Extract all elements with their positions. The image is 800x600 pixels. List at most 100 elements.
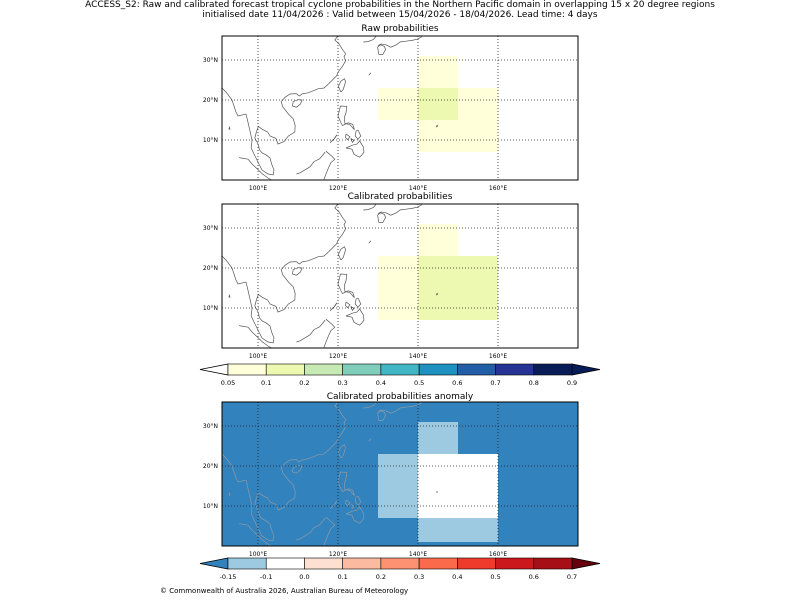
anom-colorbar-tick-label: -0.15: [220, 573, 237, 581]
prob-colorbar-swatch: [495, 363, 535, 376]
probability-cell: [378, 454, 418, 518]
prob-colorbar-tick-label: 0.8: [529, 379, 539, 387]
coastline: [338, 246, 346, 261]
coastline: [239, 523, 272, 546]
lat-tick-label: 20°N: [203, 265, 218, 272]
coastline: [354, 129, 362, 140]
probability-cell: [378, 88, 418, 120]
coastline: [377, 36, 422, 48]
anom-colorbar-tick-label: 0.7: [567, 573, 577, 581]
colorbar-anomaly: -0.15 -0.1 0.0 0.1 0.2 0.3 0.4 0.5 0.6 0.7: [199, 557, 601, 581]
coastline: [222, 402, 347, 542]
lat-tick-label: 10°N: [203, 503, 218, 510]
coastline: [292, 99, 303, 108]
prob-colorbar-swatch: [380, 363, 420, 376]
prob-colorbar-tick-label: 0.6: [452, 379, 462, 387]
prob-colorbar-tick-label: 0.05: [221, 379, 235, 387]
coastline: [222, 204, 347, 344]
coastline: [329, 500, 338, 510]
panel-title-calibrated: Calibrated probabilities: [347, 192, 453, 202]
prob-colorbar-tick-label: 0.5: [414, 379, 424, 387]
prob-colorbar-tick-label: 0.1: [261, 379, 271, 387]
anom-colorbar-swatch: [227, 557, 267, 570]
coastline: [228, 293, 231, 299]
coastline: [354, 495, 362, 506]
coastline: [296, 517, 326, 541]
coastline: [377, 212, 386, 223]
coastline: [329, 302, 338, 312]
lon-tick-label: 160°E: [489, 353, 507, 360]
anom-colorbar-over-arrow: [571, 557, 601, 570]
coastline: [363, 36, 377, 43]
prob-colorbar-tick-label: 0.7: [490, 379, 500, 387]
coastline: [363, 204, 377, 211]
figure-title: ACCESS_S2: Raw and calibrated forecast t…: [85, 0, 715, 10]
lat-tick-label: 30°N: [203, 423, 218, 430]
colorbar-probabilities: 0.05 0.1 0.2 0.3 0.4 0.5 0.6 0.7 0.8 0.9: [199, 363, 601, 387]
map-panel-raw: 100°E 120°E 140°E 160°E 30°N 20°N 10°N: [203, 35, 579, 192]
coastline: [345, 133, 351, 141]
probability-cell: [458, 88, 498, 120]
coastline: [239, 325, 272, 348]
lon-tick-label: 140°E: [409, 353, 427, 360]
coastline: [337, 273, 355, 298]
anom-colorbar-swatch: [380, 557, 420, 570]
coastline: [228, 491, 231, 497]
panel-title-anomaly: Calibrated probabilities anomaly: [326, 392, 474, 402]
probability-cell: [418, 88, 458, 120]
lon-tick-label: 120°E: [329, 185, 347, 192]
coastline: [377, 410, 386, 421]
prob-colorbar-under-arrow: [199, 363, 229, 376]
anom-colorbar-tick-label: 0.0: [299, 573, 309, 581]
coastline: [338, 78, 346, 93]
coastline: [345, 499, 351, 507]
coastline: [323, 516, 336, 546]
prob-colorbar-tick-label: 0.4: [376, 379, 386, 387]
lon-tick-label: 100°E: [249, 185, 267, 192]
coastline: [239, 157, 272, 180]
coastline: [435, 491, 439, 494]
lat-tick-label: 20°N: [203, 97, 218, 104]
coastline: [354, 297, 362, 308]
anom-colorbar-swatch: [457, 557, 496, 570]
copyright-credit: © Commonwealth of Australia 2026, Austra…: [160, 587, 409, 595]
probability-cell: [418, 518, 498, 542]
anom-colorbar-tick-label: 0.2: [376, 573, 386, 581]
coastline: [345, 506, 365, 524]
lat-tick-label: 20°N: [203, 463, 218, 470]
map-panel-anomaly: 100°E 120°E 140°E 160°E 30°N 20°N 10°N: [203, 401, 579, 558]
probability-cell: [418, 454, 498, 518]
coastline: [345, 308, 365, 326]
prob-colorbar-swatch: [342, 363, 382, 376]
prob-colorbar-swatch: [227, 363, 267, 376]
anom-colorbar-swatch: [533, 557, 573, 570]
anom-colorbar-tick-label: 0.5: [490, 573, 500, 581]
anom-colorbar-swatch: [265, 557, 305, 570]
coastline: [377, 44, 386, 55]
lat-tick-label: 30°N: [203, 225, 218, 232]
lat-tick-label: 10°N: [203, 305, 218, 312]
coastline: [363, 402, 377, 409]
coastline: [323, 318, 336, 348]
coastline: [338, 444, 346, 459]
coastline: [368, 240, 372, 244]
map-frame: [221, 401, 579, 547]
probability-cell: [418, 120, 498, 152]
prob-colorbar-swatch: [418, 363, 458, 376]
map-frame: [221, 35, 579, 181]
coastline: [435, 125, 439, 128]
anom-colorbar-swatch: [418, 557, 458, 570]
lat-tick-label: 30°N: [203, 57, 218, 64]
coastline: [337, 471, 355, 496]
map-panel-calibrated: 100°E 120°E 140°E 160°E 30°N 20°N 10°N: [203, 203, 579, 360]
lon-tick-label: 160°E: [489, 185, 507, 192]
lon-tick-label: 100°E: [249, 551, 267, 558]
coastline: [296, 319, 326, 343]
lon-tick-label: 140°E: [409, 551, 427, 558]
lon-tick-label: 100°E: [249, 353, 267, 360]
coastline: [292, 465, 303, 474]
map-frame: [221, 203, 579, 349]
prob-colorbar-tick-label: 0.3: [337, 379, 347, 387]
figure-subtitle: initialised date 11/04/2026 : Valid betw…: [202, 10, 598, 20]
